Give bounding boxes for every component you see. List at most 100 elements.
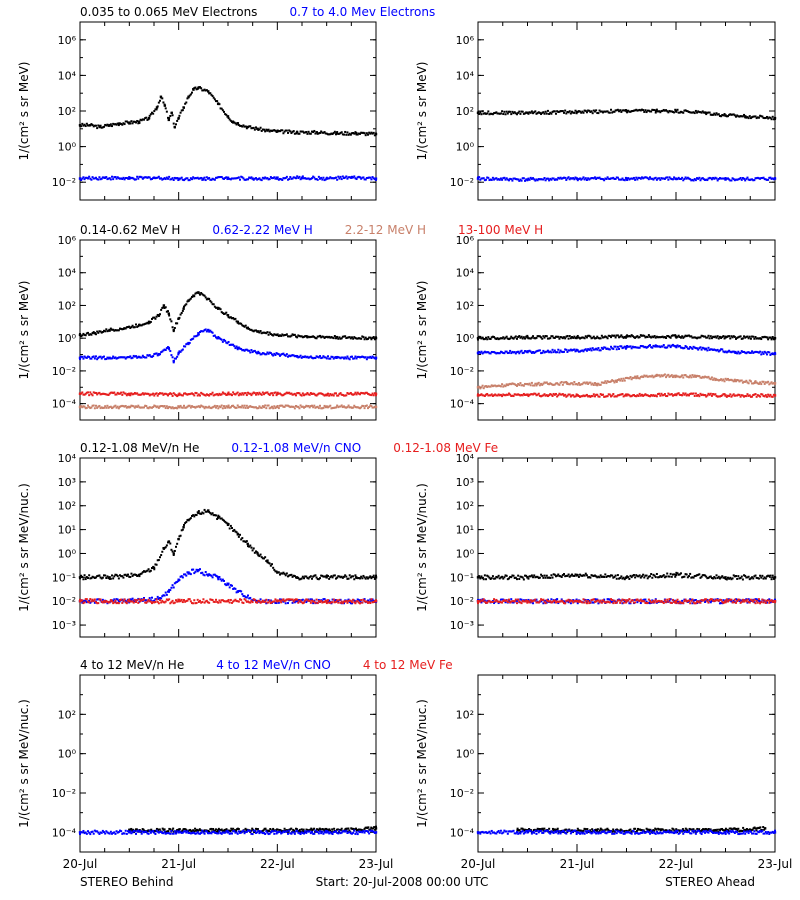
data-point: [702, 335, 705, 338]
data-point: [113, 598, 116, 601]
data-point: [550, 335, 553, 338]
data-point: [176, 119, 179, 122]
data-point: [482, 394, 485, 397]
data-point: [241, 593, 244, 596]
data-point: [748, 394, 751, 397]
data-point: [157, 406, 160, 409]
data-point: [98, 574, 101, 577]
data-point: [125, 574, 128, 577]
data-point: [592, 601, 595, 604]
data-point: [80, 178, 83, 181]
data-point: [729, 179, 732, 182]
data-point: [759, 381, 762, 384]
data-point: [163, 348, 166, 351]
data-point: [81, 601, 84, 604]
data-point: [707, 177, 710, 180]
data-point: [154, 108, 157, 111]
data-point: [327, 177, 329, 180]
data-point: [544, 350, 547, 353]
data-point: [140, 176, 143, 179]
data-point: [669, 598, 672, 601]
data-point: [522, 578, 525, 581]
data-point: [201, 405, 204, 408]
data-point: [112, 355, 115, 358]
data-point: [304, 575, 307, 578]
data-point-anchor: [744, 115, 747, 118]
data-point: [483, 574, 486, 577]
data-point: [114, 393, 117, 396]
data-point: [584, 177, 587, 180]
data-point: [131, 356, 134, 359]
data-point: [312, 392, 315, 395]
data-point: [146, 118, 149, 121]
data-point: [632, 109, 635, 112]
data-point: [304, 177, 307, 180]
data-point: [292, 130, 295, 133]
data-point: [90, 357, 93, 360]
data-point: [273, 352, 276, 355]
data-point: [597, 336, 600, 339]
data-point: [678, 393, 681, 396]
data-point: [361, 392, 364, 395]
data-point: [125, 602, 128, 605]
data-point-anchor: [476, 394, 480, 397]
data-point: [339, 601, 342, 604]
data-point: [252, 126, 255, 129]
data-point: [111, 391, 113, 394]
y-tick-label: 10⁰: [58, 141, 77, 154]
data-point: [370, 394, 373, 397]
data-point: [622, 346, 625, 349]
data-point: [309, 335, 312, 338]
data-point: [669, 346, 672, 349]
data-point: [165, 176, 168, 179]
data-point: [692, 599, 695, 602]
data-point: [674, 575, 677, 578]
data-point: [83, 355, 86, 358]
data-point: [659, 375, 662, 378]
data-point: [119, 574, 121, 577]
data-point: [728, 395, 731, 398]
data-point: [165, 347, 168, 350]
data-point: [677, 111, 680, 114]
data-point: [567, 393, 570, 396]
data-point: [247, 594, 249, 597]
data-point: [209, 299, 212, 302]
data-point: [288, 178, 291, 181]
data-point: [171, 326, 174, 329]
data-point: [515, 113, 518, 116]
data-point: [156, 176, 159, 179]
data-point: [587, 598, 590, 601]
data-point: [227, 404, 230, 407]
data-point: [760, 115, 763, 118]
data-point: [581, 395, 584, 398]
data-point: [571, 110, 574, 113]
data-point: [698, 573, 701, 576]
data-point: [746, 381, 749, 384]
data-point: [108, 577, 111, 580]
data-point: [737, 336, 740, 339]
data-point: [218, 336, 221, 339]
data-point: [266, 404, 269, 407]
data-point: [279, 404, 281, 407]
data-point: [185, 574, 188, 577]
data-point: [580, 111, 583, 114]
data-point: [686, 576, 689, 579]
data-point: [139, 356, 142, 359]
data-point: [674, 108, 677, 111]
data-point-anchor: [256, 552, 259, 555]
data-point: [636, 178, 639, 181]
data-point: [511, 382, 514, 385]
data-point: [211, 391, 214, 394]
data-point: [208, 176, 211, 179]
data-point: [153, 599, 156, 602]
data-point: [668, 575, 671, 578]
data-point: [507, 179, 510, 182]
data-point: [191, 338, 193, 341]
data-point: [307, 404, 310, 407]
data-point: [269, 333, 272, 336]
data-point: [705, 336, 708, 339]
data-point: [154, 352, 157, 355]
data-point-anchor: [93, 332, 96, 335]
data-point: [541, 111, 544, 114]
